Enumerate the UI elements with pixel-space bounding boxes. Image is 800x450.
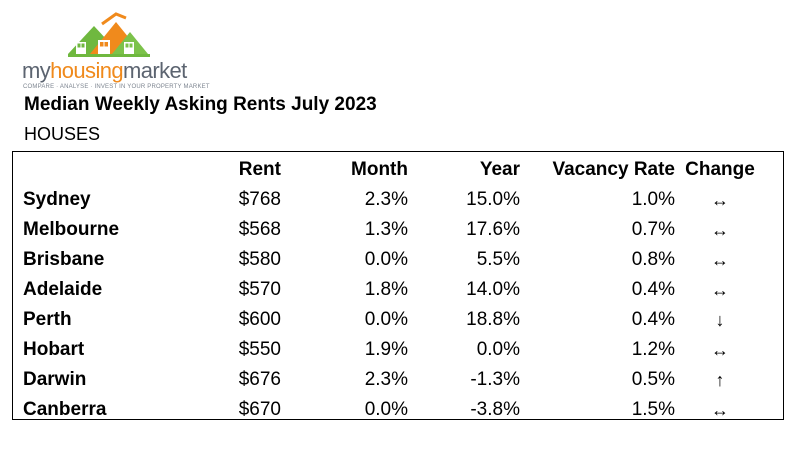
table-row: Perth $600 0.0% 18.8% 0.4% ↓ — [23, 305, 765, 335]
change-arrow-icon: ↔ — [711, 190, 729, 210]
change-arrow-icon: ↔ — [711, 340, 729, 360]
month-cell: 0.0% — [364, 399, 408, 420]
table-row: Brisbane $580 0.0% 5.5% 0.8% ↔ — [23, 245, 765, 275]
header-year: Year — [479, 159, 520, 180]
header-month: Month — [351, 159, 408, 180]
rent-cell: $676 — [238, 369, 281, 390]
header-city — [23, 155, 163, 185]
city-cell: Perth — [23, 309, 72, 330]
change-arrow-icon: ↓ — [715, 310, 725, 330]
house-logo-icon — [68, 12, 150, 57]
table-row: Hobart $550 1.9% 0.0% 1.2% ↔ — [23, 335, 765, 365]
city-cell: Canberra — [23, 399, 107, 420]
year-cell: -1.3% — [470, 369, 520, 390]
year-cell: 17.6% — [466, 219, 520, 240]
year-cell: 14.0% — [466, 279, 520, 300]
rent-cell: $570 — [238, 279, 281, 300]
table-header-row: Rent Month Year Vacancy Rate Change — [23, 155, 765, 185]
vacancy-cell: 0.8% — [631, 249, 675, 270]
vacancy-cell: 1.5% — [631, 399, 675, 420]
table-row: Darwin $676 2.3% -1.3% 0.5% ↑ — [23, 365, 765, 395]
change-arrow-icon: ↔ — [711, 220, 729, 240]
month-cell: 1.3% — [364, 219, 408, 240]
vacancy-cell: 1.0% — [631, 189, 675, 210]
month-cell: 2.3% — [364, 189, 408, 210]
rent-cell: $568 — [238, 219, 281, 240]
rent-cell: $670 — [238, 399, 281, 420]
table-row: Canberra $670 0.0% -3.8% 1.5% ↔ — [23, 395, 765, 425]
city-cell: Hobart — [23, 339, 85, 360]
year-cell: 0.0% — [476, 339, 520, 360]
city-cell: Sydney — [23, 189, 91, 210]
page-subtitle: HOUSES — [24, 124, 101, 144]
vacancy-cell: 0.4% — [631, 309, 675, 330]
city-cell: Darwin — [23, 369, 87, 390]
change-arrow-icon: ↔ — [711, 400, 729, 420]
logo: myhousingmarket COMPARE · ANALYSE · INVE… — [22, 12, 222, 92]
month-cell: 1.9% — [364, 339, 408, 360]
month-cell: 0.0% — [364, 309, 408, 330]
rent-cell: $580 — [238, 249, 281, 270]
year-cell: 15.0% — [466, 189, 520, 210]
table-row: Adelaide $570 1.8% 14.0% 0.4% ↔ — [23, 275, 765, 305]
vacancy-cell: 0.7% — [631, 219, 675, 240]
city-cell: Adelaide — [23, 279, 103, 300]
year-cell: -3.8% — [470, 399, 520, 420]
change-arrow-icon: ↔ — [711, 250, 729, 270]
city-cell: Brisbane — [23, 249, 105, 270]
month-cell: 1.8% — [364, 279, 408, 300]
year-cell: 5.5% — [476, 249, 520, 270]
month-cell: 0.0% — [364, 249, 408, 270]
logo-tagline: COMPARE · ANALYSE · INVEST IN YOUR PROPE… — [23, 84, 210, 90]
month-cell: 2.3% — [364, 369, 408, 390]
page-title: Median Weekly Asking Rents July 2023 — [24, 94, 377, 115]
header-rent: Rent — [238, 159, 281, 180]
table-row: Melbourne $568 1.3% 17.6% 0.7% ↔ — [23, 215, 765, 245]
rents-table-container: Rent Month Year Vacancy Rate Change Sydn… — [12, 151, 784, 420]
rent-cell: $768 — [238, 189, 281, 210]
change-arrow-icon: ↔ — [711, 280, 729, 300]
change-arrow-icon: ↑ — [715, 370, 725, 390]
vacancy-cell: 1.2% — [631, 339, 675, 360]
rent-cell: $550 — [238, 339, 281, 360]
header-change: Change — [685, 159, 755, 180]
rents-table: Rent Month Year Vacancy Rate Change Sydn… — [23, 155, 765, 425]
header-vacancy-rate: Vacancy Rate — [552, 159, 675, 180]
logo-wordmark: myhousingmarket — [22, 58, 187, 83]
vacancy-cell: 0.4% — [631, 279, 675, 300]
year-cell: 18.8% — [466, 309, 520, 330]
rent-cell: $600 — [238, 309, 281, 330]
table-row: Sydney $768 2.3% 15.0% 1.0% ↔ — [23, 185, 765, 215]
vacancy-cell: 0.5% — [631, 369, 675, 390]
city-cell: Melbourne — [23, 219, 120, 240]
